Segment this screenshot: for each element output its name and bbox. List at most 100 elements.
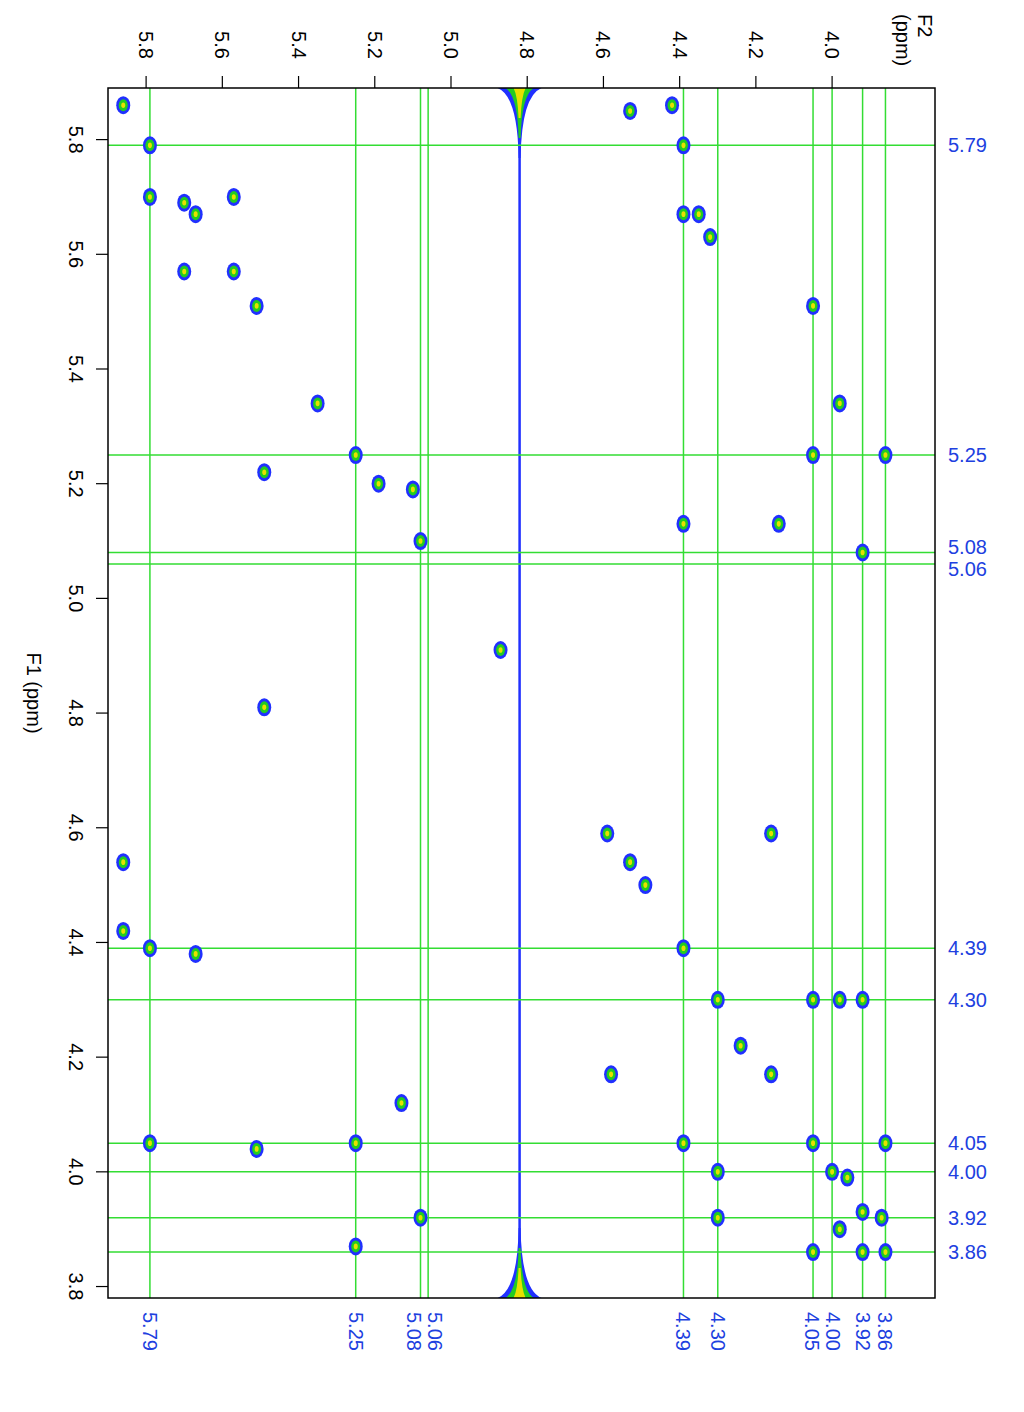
background (0, 0, 1024, 1412)
cursor-line (355, 88, 357, 1298)
cursor-label: 5.25 (345, 1312, 367, 1351)
cursor-line (683, 88, 685, 1298)
x-tick-label: 5.6 (211, 31, 233, 59)
y-tick-label: 5.2 (65, 470, 87, 498)
cross-peak (875, 1209, 889, 1227)
cross-peak (665, 96, 679, 114)
y-tick-label: 4.4 (65, 929, 87, 957)
cursor-line (717, 88, 719, 1298)
frame (108, 88, 935, 1298)
x-tick (527, 76, 528, 88)
cross-peak (257, 698, 271, 716)
cross-peak (772, 515, 786, 533)
cross-peak (638, 876, 652, 894)
cross-peak (711, 1209, 725, 1227)
cursor-label: 4.05 (948, 1132, 987, 1154)
cursor-line (862, 88, 864, 1298)
cross-peak (806, 991, 820, 1009)
cursor-label: 3.92 (852, 1312, 874, 1351)
y-tick-label: 4.2 (65, 1043, 87, 1071)
cursor-label: 4.00 (948, 1161, 987, 1183)
cursor-label: 5.06 (948, 558, 987, 580)
cross-peak (143, 136, 157, 154)
x-tick (298, 76, 299, 88)
x-tick (832, 76, 833, 88)
cursor-label: 4.39 (948, 937, 987, 959)
cursor-label: 3.92 (948, 1207, 987, 1229)
cursor-label: 5.08 (948, 536, 987, 558)
y-axis-title: F1 (ppm) (23, 652, 45, 733)
y-tick-label: 5.0 (65, 584, 87, 612)
cursor-label: 4.30 (948, 989, 987, 1011)
cursor-line (812, 88, 814, 1298)
cursor-label: 4.05 (801, 1312, 823, 1351)
cross-peak (856, 1203, 870, 1221)
cross-peak (833, 394, 847, 412)
cursor-label: 4.39 (672, 1312, 694, 1351)
cursor-label: 3.86 (948, 1241, 987, 1263)
cursor-line (108, 563, 935, 565)
cursor-line (149, 88, 151, 1298)
y-tick-label: 5.8 (65, 126, 87, 154)
y-tick-label: 5.6 (65, 240, 87, 268)
cross-peak (189, 945, 203, 963)
y-tick-label: 4.8 (65, 699, 87, 727)
plot-area (108, 88, 935, 1298)
cross-peak (703, 228, 717, 246)
cross-peak (143, 188, 157, 206)
cross-peak (806, 1243, 820, 1261)
cursor-line (108, 947, 935, 949)
cross-peak (676, 205, 690, 223)
cross-peak (806, 446, 820, 464)
y-tick (96, 254, 108, 255)
cursor-label: 5.79 (139, 1312, 161, 1351)
y-tick-label: 4.6 (65, 814, 87, 842)
cross-peak (692, 205, 706, 223)
x-tick (679, 76, 680, 88)
cross-peak (604, 1065, 618, 1083)
cross-peak (833, 1220, 847, 1238)
cross-peak (311, 394, 325, 412)
cross-peak (349, 446, 363, 464)
cross-peak (734, 1037, 748, 1055)
cross-peak (676, 1134, 690, 1152)
x-tick-label: 5.8 (135, 31, 157, 59)
x-tick (374, 76, 375, 88)
y-tick-label: 5.4 (65, 355, 87, 383)
solvent-artifact (498, 88, 542, 1298)
x-tick-label: 4.4 (669, 31, 691, 59)
x-tick-label: 4.0 (821, 31, 843, 59)
cross-peak (840, 1169, 854, 1187)
cursor-label: 5.08 (403, 1312, 425, 1351)
cross-peak (116, 96, 130, 114)
cursor-line (108, 1217, 935, 1219)
cross-peak (856, 1243, 870, 1261)
cross-peak (806, 1134, 820, 1152)
cursor-line (420, 88, 422, 1298)
cross-peak (349, 1237, 363, 1255)
cursor-label: 5.25 (948, 444, 987, 466)
cursor-label: 3.86 (874, 1312, 896, 1351)
y-tick (96, 368, 108, 369)
cross-peak (878, 1243, 892, 1261)
y-tick-label: 4.0 (65, 1158, 87, 1186)
solvent-flare (514, 1268, 526, 1298)
cross-peak (676, 939, 690, 957)
cursor-line (427, 88, 429, 1298)
solvent-line (518, 88, 521, 1298)
x-tick-label: 4.8 (516, 31, 538, 59)
cross-peak (856, 544, 870, 562)
cursor-label: 5.06 (424, 1312, 446, 1351)
cursor-label: 5.79 (948, 134, 987, 156)
cursor-label: 4.30 (707, 1312, 729, 1351)
x-tick-label: 5.2 (364, 31, 386, 59)
cross-peak (711, 991, 725, 1009)
cross-peak (623, 102, 637, 120)
cross-peak (406, 480, 420, 498)
y-tick (96, 942, 108, 943)
solvent-flare (498, 88, 542, 158)
cursor-label: 4.00 (822, 1312, 844, 1351)
peaks (116, 96, 892, 1261)
solvent-flare (506, 1248, 534, 1298)
y-tick (96, 598, 108, 599)
